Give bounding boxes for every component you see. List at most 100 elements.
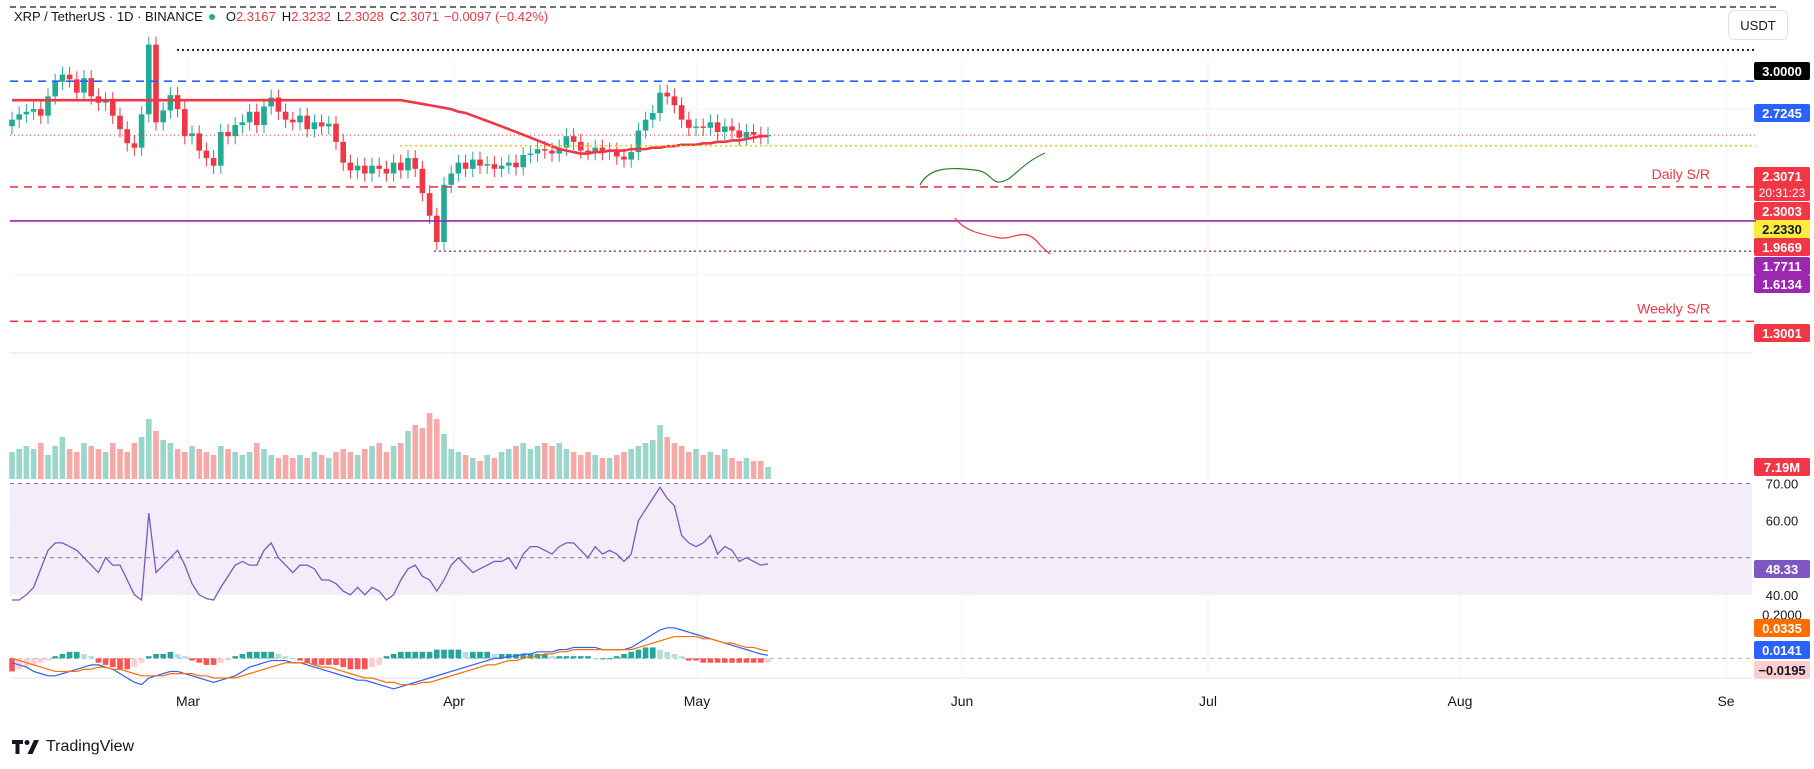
macd-histogram-bar (426, 651, 433, 659)
volume-bar (484, 455, 490, 479)
volume-bar (30, 449, 37, 479)
x-tick-label: Jun (951, 693, 974, 709)
candle-body (246, 111, 253, 123)
macd-histogram-bar (117, 658, 123, 670)
macd-label-box (1754, 641, 1810, 659)
volume-bar (66, 449, 73, 479)
macd-histogram-bar (239, 654, 246, 659)
macd-histogram-bar (131, 658, 138, 668)
candle-body (218, 131, 224, 166)
volume-bar (174, 449, 181, 479)
volume-bar (707, 452, 714, 479)
volume-bar (635, 446, 642, 479)
candle-body (74, 79, 80, 93)
macd-histogram-bar (455, 649, 462, 659)
macd-histogram-bar (218, 658, 224, 663)
macd-histogram-bar (297, 658, 303, 661)
candle-body (117, 115, 123, 130)
volume-bar (239, 455, 246, 479)
macd-histogram-bar (621, 654, 627, 659)
volume-bar (304, 458, 310, 479)
macd-line (11, 627, 769, 690)
volume-bar (232, 452, 238, 479)
candle-body (124, 129, 130, 144)
macd-histogram-bar (693, 658, 699, 661)
candle-body (714, 122, 721, 132)
candle-body (650, 113, 656, 120)
low-value: 2.3028 (344, 9, 384, 24)
volume-bar (153, 431, 159, 479)
candle-body (297, 115, 303, 123)
high-value: 2.3232 (291, 9, 331, 24)
volume-bar (477, 461, 483, 479)
macd-histogram-bar (750, 658, 757, 663)
candle-body (30, 109, 37, 112)
candle-body (419, 168, 426, 194)
macd-histogram-bar (326, 658, 332, 665)
macd-label-box (1754, 661, 1810, 679)
candle-body (38, 109, 44, 116)
candle-body (491, 164, 498, 169)
candle-body (498, 165, 505, 169)
price-label: 1.9669 (1762, 240, 1802, 255)
candle-body (189, 133, 195, 137)
macd-histogram-bar (160, 654, 166, 659)
volume-bar (261, 449, 267, 479)
volume-bar (390, 446, 397, 479)
macd-histogram-bar (9, 658, 15, 672)
price-label: 2.3071 (1762, 169, 1802, 184)
candle-body (160, 110, 166, 123)
level-annotation: Daily S/R (1652, 166, 1710, 182)
volume-bar (563, 449, 570, 479)
volume-bar (405, 431, 411, 479)
rsi-tick-label: 60.00 (1766, 514, 1799, 529)
candle-body (203, 150, 210, 159)
tradingview-brand[interactable]: TradingView (12, 738, 134, 756)
candle-body (376, 165, 382, 169)
macd-histogram-bar (390, 654, 397, 659)
volume-bar (534, 446, 541, 479)
volume-bar (542, 443, 548, 479)
macd-histogram-bar (556, 656, 562, 659)
macd-histogram-bar (333, 658, 339, 665)
macd-histogram-bar (434, 649, 440, 659)
volume-bar (376, 443, 382, 479)
volume-bar (81, 443, 87, 479)
macd-histogram-bar (707, 658, 714, 663)
volume-bar (102, 452, 109, 479)
candle-body (405, 158, 411, 171)
macd-value-label: −0.0195 (1758, 663, 1805, 678)
candles (9, 36, 771, 251)
macd-histogram-bar (578, 656, 584, 659)
candle-body (138, 114, 145, 148)
macd-histogram-bar (45, 658, 51, 661)
price-label-box (1754, 62, 1810, 80)
price-label: 2.3003 (1762, 204, 1802, 219)
candle-body (592, 147, 598, 153)
volume-bar (52, 446, 58, 479)
macd-histogram-bar (59, 654, 66, 659)
candle-body (275, 97, 282, 112)
candle-body (462, 162, 469, 169)
volume-bar (16, 449, 22, 479)
volume-bar (506, 449, 512, 479)
macd-histogram-bar (650, 647, 656, 659)
volume-bar (282, 455, 289, 479)
candle-body (585, 150, 591, 153)
tradingview-label: TradingView (46, 738, 135, 755)
candle-body (700, 126, 706, 128)
currency-button[interactable]: USDT (1728, 10, 1788, 40)
close-value: 2.3071 (399, 9, 440, 24)
macd-histogram-bar (743, 658, 750, 663)
volume-bar (88, 446, 94, 479)
candle-body (390, 162, 397, 174)
macd-histogram-bar (254, 651, 260, 659)
volume-bar (570, 452, 577, 479)
macd-histogram-bar (347, 658, 354, 670)
candle-body (290, 119, 296, 123)
candle-body (542, 149, 548, 151)
countdown-label: 20:31:23 (1759, 186, 1806, 200)
x-tick-label: Apr (443, 693, 465, 709)
macd-histogram-bar (38, 658, 44, 663)
volume-bar (398, 443, 404, 479)
